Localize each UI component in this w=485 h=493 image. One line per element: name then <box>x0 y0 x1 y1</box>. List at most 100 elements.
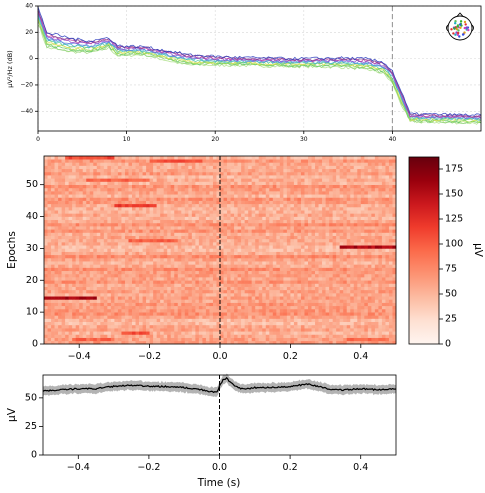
epochs-heatmap-cell <box>269 302 274 307</box>
epochs-heatmap-cell <box>258 254 263 259</box>
epochs-heatmap-cell <box>96 238 101 243</box>
epochs-heatmap-cell <box>318 210 323 214</box>
epochs-heatmap-cell <box>329 328 333 332</box>
epochs-heatmap-cell <box>132 334 136 338</box>
epochs-heatmap-cell <box>315 216 319 221</box>
epochs-heatmap-cell <box>227 331 231 335</box>
epochs-heatmap-cell <box>272 187 277 192</box>
epochs-heatmap-cell <box>100 331 105 335</box>
epochs-heatmap-cell <box>107 254 112 259</box>
epochs-heatmap-cell <box>360 315 365 319</box>
epochs-heatmap-cell <box>290 251 295 256</box>
epochs-heatmap-cell <box>360 257 365 262</box>
epochs-heatmap-cell <box>258 337 263 342</box>
epochs-heatmap-cell <box>135 286 140 291</box>
epochs-heatmap-cell <box>367 264 372 268</box>
epochs-heatmap-cell <box>132 187 136 192</box>
epochs-heatmap-cell <box>300 305 305 310</box>
epochs-heatmap-cell <box>329 334 333 338</box>
epochs-heatmap-cell <box>385 226 390 230</box>
epochs-heatmap-cell <box>251 206 256 211</box>
epochs-heatmap-cell <box>181 261 186 265</box>
epochs-heatmap-cell <box>89 312 94 316</box>
epochs-heatmap-cell <box>367 194 372 198</box>
epochs-heatmap-cell <box>58 308 62 313</box>
epochs-heatmap-cell <box>163 340 168 345</box>
epochs-heatmap-cell <box>230 238 235 243</box>
epochs-heatmap-cell <box>167 270 172 275</box>
epochs-heatmap-cell <box>343 251 348 256</box>
epochs-heatmap-cell <box>47 318 52 322</box>
epochs-heatmap-cell <box>61 331 66 335</box>
epochs-heatmap-cell <box>392 273 397 278</box>
epochs-heatmap-cell <box>255 328 260 332</box>
epochs-heatmap-cell <box>293 203 298 208</box>
epochs-heatmap-cell <box>311 216 316 221</box>
epochs-heatmap-cell <box>318 305 323 310</box>
epochs-heatmap-cell <box>279 293 284 297</box>
epochs-heatmap-cell <box>86 197 91 201</box>
epochs-heatmap-cell <box>177 261 182 265</box>
epochs-heatmap-cell <box>290 226 295 230</box>
epochs-heatmap-cell <box>241 216 245 221</box>
epochs-heatmap-cell <box>195 267 200 272</box>
epochs-heatmap-cell <box>227 191 231 195</box>
epochs-heatmap-cell <box>195 273 200 278</box>
epochs-heatmap-cell <box>378 328 383 332</box>
epochs-heatmap-cell <box>44 232 48 236</box>
epochs-heatmap-cell <box>68 213 73 217</box>
epochs-heatmap-cell <box>149 264 154 268</box>
epochs-heatmap-cell <box>86 245 91 249</box>
epochs-heatmap-cell <box>177 324 182 329</box>
epochs-heatmap-cell <box>47 328 52 332</box>
epochs-heatmap-cell <box>54 219 59 224</box>
epochs-heatmap-cell <box>174 257 179 262</box>
epochs-heatmap-cell <box>163 296 168 300</box>
epochs-heatmap-cell <box>392 321 397 326</box>
epochs-heatmap-cell <box>339 248 344 252</box>
epochs-heatmap-cell <box>290 334 295 338</box>
epochs-heatmap-cell <box>346 299 351 303</box>
epochs-heatmap-cell <box>167 232 172 236</box>
epochs-heatmap-cell <box>223 299 228 303</box>
epochs-heatmap-cell <box>223 197 228 201</box>
epochs-heatmap-cell <box>322 264 326 268</box>
epochs-heatmap-cell <box>96 328 101 332</box>
epochs-heatmap-cell <box>75 200 80 205</box>
epochs-heatmap-cell <box>343 321 348 326</box>
epochs-heatmap-cell <box>329 283 333 287</box>
epochs-heatmap-cell <box>237 226 242 230</box>
epochs-heatmap-cell <box>114 261 119 265</box>
epochs-heatmap-cell <box>234 280 238 284</box>
epochs-heatmap-cell <box>251 261 256 265</box>
epochs-heatmap-cell <box>124 216 129 221</box>
epochs-heatmap-cell <box>114 273 119 278</box>
epochs-heatmap-cell <box>297 328 302 332</box>
epochs-heatmap-cell <box>132 238 136 243</box>
epochs-heatmap-cell <box>392 257 397 262</box>
epochs-heatmap-cell <box>110 194 115 198</box>
epochs-heatmap-cell <box>58 293 62 297</box>
epochs-heatmap-cell <box>248 213 252 217</box>
epochs-heatmap-cell <box>325 280 330 284</box>
epochs-heatmap-cell <box>230 299 235 303</box>
epochs-heatmap-cell <box>315 187 319 192</box>
epochs-heatmap-cell <box>153 337 157 342</box>
epochs-heatmap-cell <box>388 229 393 233</box>
epochs-heatmap-cell <box>325 331 330 335</box>
epochs-heatmap-cell <box>93 257 98 262</box>
epochs-heatmap-cell <box>82 222 87 227</box>
epochs-heatmap-cell <box>170 210 175 214</box>
epochs-heatmap-cell <box>364 261 369 265</box>
epochs-heatmap-cell <box>61 261 66 265</box>
epochs-heatmap-cell <box>279 194 284 198</box>
epochs-heatmap-cell <box>234 251 238 256</box>
epochs-heatmap-cell <box>110 248 115 252</box>
epochs-heatmap-cell <box>114 191 119 195</box>
epochs-heatmap-cell <box>47 270 52 275</box>
epochs-heatmap-cell <box>378 286 383 291</box>
epochs-heatmap-cell <box>181 324 186 329</box>
epochs-heatmap-cell <box>65 264 69 268</box>
epochs-heatmap-cell <box>367 337 372 342</box>
epochs-heatmap-cell <box>300 200 305 205</box>
